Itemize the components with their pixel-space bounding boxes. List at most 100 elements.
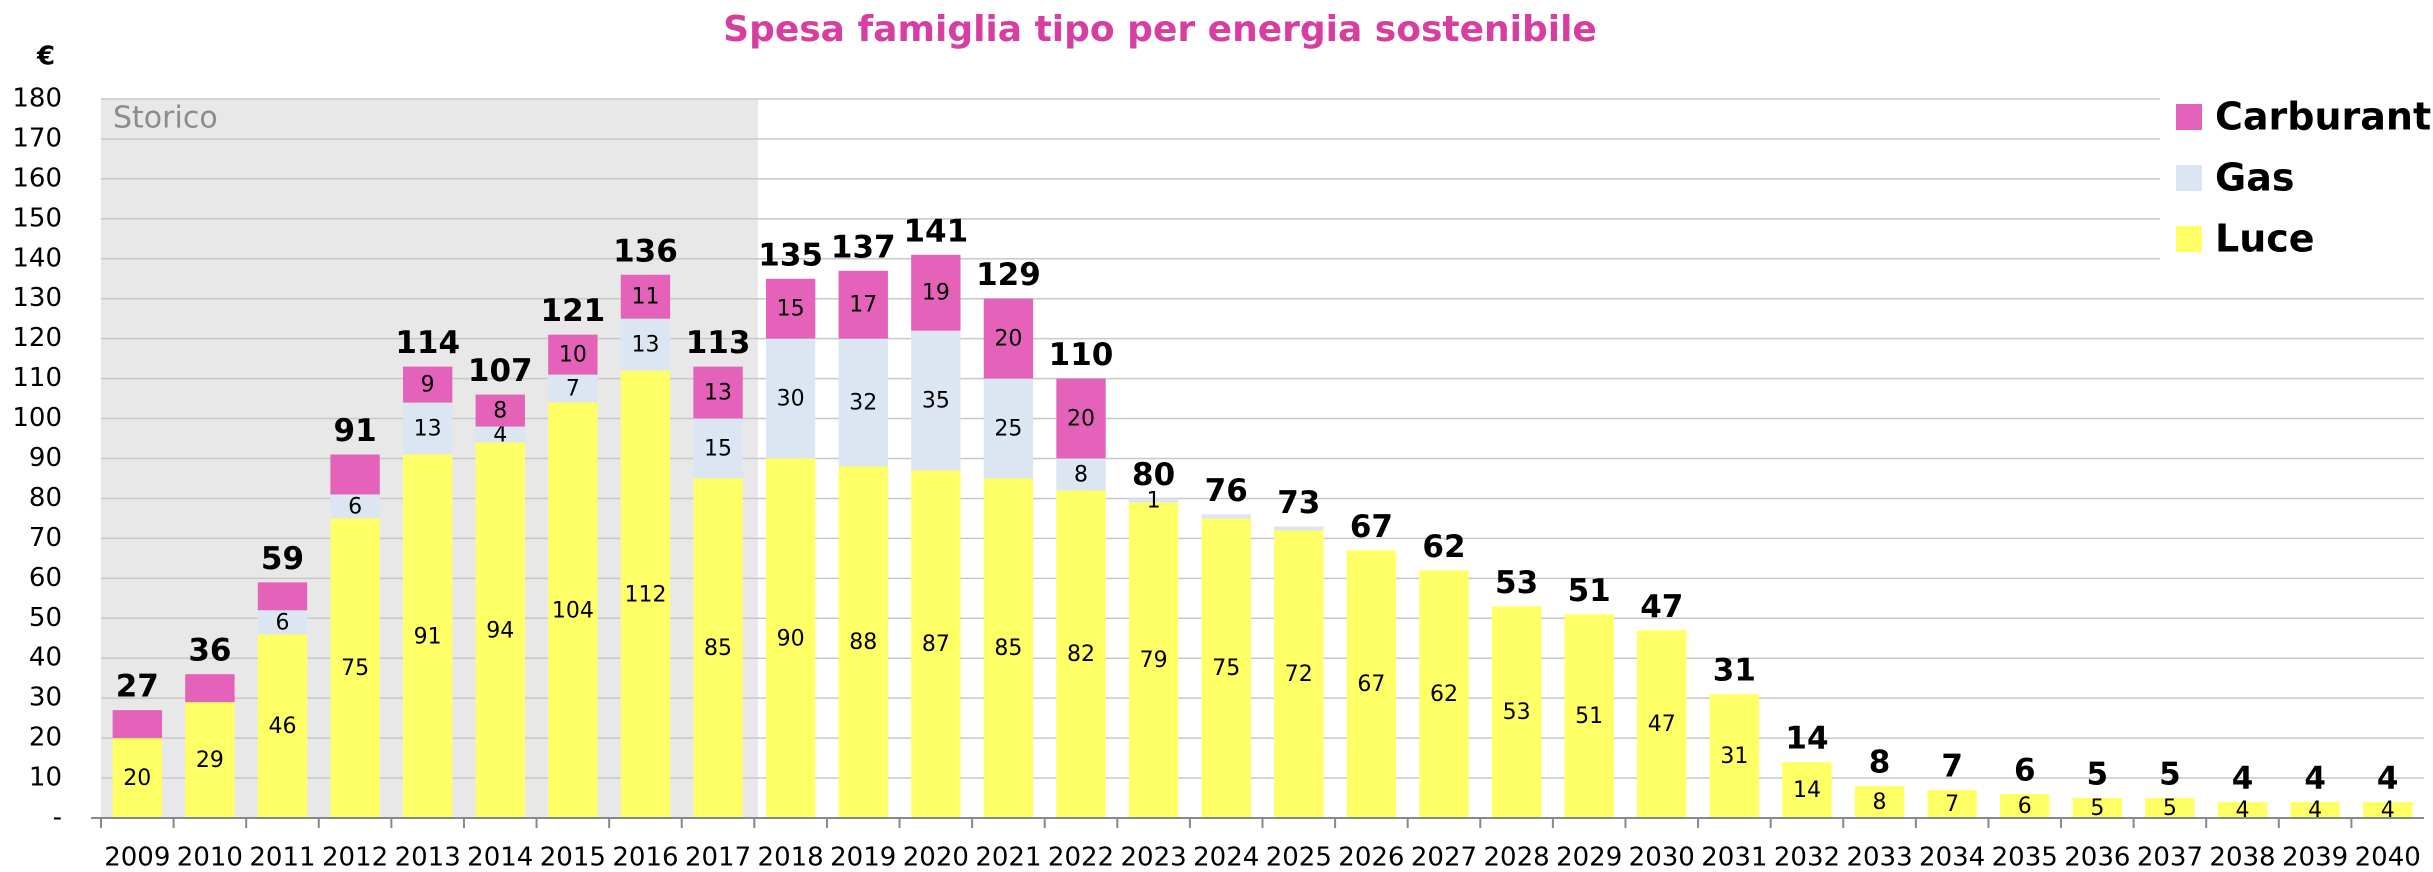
chart-title: Spesa famiglia tipo per energia sostenib… <box>723 9 1597 50</box>
total-label: 4 <box>2304 761 2326 797</box>
bar-segment <box>1637 630 1687 818</box>
segment-label: 112 <box>624 582 666 607</box>
bar-segment <box>765 278 816 339</box>
y-tick-label: 150 <box>12 203 62 233</box>
segment-label: 4 <box>493 423 507 448</box>
x-tick-label: 2039 <box>2282 843 2348 872</box>
segment-label: 75 <box>341 656 369 681</box>
bar-segment <box>2072 798 2123 818</box>
segment-label: 25 <box>994 417 1022 442</box>
bar-segment <box>2145 798 2195 818</box>
bar-segment <box>1274 526 1324 531</box>
segment-label: 35 <box>922 389 950 414</box>
total-label: 51 <box>1568 573 1611 609</box>
bar-segment <box>1056 458 1106 491</box>
x-tick-label: 2021 <box>975 843 1041 872</box>
bar-segment <box>1854 786 1905 818</box>
segment-label: 87 <box>922 632 950 657</box>
bar-segment <box>1201 514 1251 519</box>
bar-segment <box>402 402 453 455</box>
bar-segment <box>475 426 525 443</box>
x-tick-label: 2040 <box>2355 843 2421 872</box>
total-label: 8 <box>1869 745 1891 781</box>
bar-segment <box>1491 606 1542 818</box>
total-label: 137 <box>831 229 896 265</box>
shade-label: Storico <box>113 101 218 136</box>
total-label: 6 <box>2014 753 2036 789</box>
total-label: 5 <box>2159 757 2181 793</box>
bar-segment <box>330 494 380 519</box>
bar-segment <box>257 582 308 611</box>
legend-box <box>2160 92 2433 262</box>
total-label: 73 <box>1277 485 1320 521</box>
bar-segment <box>911 470 961 818</box>
segment-label: 29 <box>196 748 224 773</box>
segment-label: 6 <box>275 610 289 635</box>
y-tick-label: 10 <box>29 763 62 793</box>
segment-label: 13 <box>631 333 659 358</box>
total-label: 14 <box>1785 721 1828 757</box>
segment-label: 7 <box>566 377 580 402</box>
bar-segment <box>911 330 961 471</box>
x-tick-label: 2027 <box>1411 843 1477 872</box>
y-tick-label: 100 <box>12 403 62 433</box>
x-tick-label: 2023 <box>1121 843 1187 872</box>
x-tick-label: 2026 <box>1338 843 1404 872</box>
segment-label: 20 <box>994 327 1022 352</box>
segment-label: 53 <box>1503 700 1531 725</box>
segment-label: 90 <box>777 626 805 651</box>
segment-label: 8 <box>493 399 507 424</box>
x-tick-label: 2022 <box>1048 843 1114 872</box>
segment-label: 7 <box>1945 792 1959 817</box>
bar-segment <box>838 270 888 339</box>
bar-segment <box>112 738 162 818</box>
segment-label: 8 <box>1873 790 1887 815</box>
segment-label: 4 <box>2236 798 2250 823</box>
segment-label: 6 <box>2018 794 2032 819</box>
segment-label: 82 <box>1067 642 1095 667</box>
segment-label: 31 <box>1720 744 1748 769</box>
total-label: 114 <box>395 325 460 361</box>
legend-swatch <box>2176 226 2202 252</box>
x-tick-label: 2035 <box>1992 843 2058 872</box>
segment-label: 104 <box>552 598 594 623</box>
total-label: 110 <box>1049 337 1114 373</box>
total-label: 136 <box>613 233 678 269</box>
segment-label: 32 <box>849 391 877 416</box>
bar-segment <box>2363 802 2413 818</box>
legend-swatch <box>2176 104 2202 130</box>
bar-segment <box>693 478 743 818</box>
x-tick-label: 2010 <box>177 843 243 872</box>
bar-segment <box>402 366 453 403</box>
bar-segment <box>911 254 961 331</box>
bar-segment <box>1782 762 1832 818</box>
y-tick-label: 170 <box>12 123 62 153</box>
total-label: 53 <box>1495 565 1538 601</box>
segment-label: 51 <box>1575 704 1603 729</box>
segment-label: 4 <box>2308 798 2322 823</box>
segment-label: 11 <box>631 285 659 310</box>
y-tick-label: 140 <box>12 243 62 273</box>
segment-label: 1 <box>1147 488 1161 513</box>
x-tick-label: 2014 <box>467 843 533 872</box>
bar-segment <box>185 674 235 703</box>
total-label: 36 <box>188 633 231 669</box>
y-tick-label: 110 <box>12 363 62 393</box>
segment-label: 13 <box>704 381 732 406</box>
bar-segment <box>693 366 743 419</box>
legend-label: Luce <box>2215 217 2315 261</box>
x-tick-label: 2009 <box>104 843 170 872</box>
x-tick-label: 2034 <box>1919 843 1985 872</box>
total-label: 67 <box>1350 509 1393 545</box>
bar-segment <box>475 394 525 427</box>
segment-label: 67 <box>1357 672 1385 697</box>
segment-label: 94 <box>486 618 514 643</box>
total-label: 129 <box>976 257 1041 293</box>
y-tick-label: 40 <box>29 643 62 673</box>
x-tick-label: 2019 <box>830 843 896 872</box>
bar-segment <box>257 610 308 635</box>
total-label: 141 <box>903 213 968 249</box>
segment-label: 72 <box>1285 662 1313 687</box>
bar-segment <box>2000 794 2050 818</box>
